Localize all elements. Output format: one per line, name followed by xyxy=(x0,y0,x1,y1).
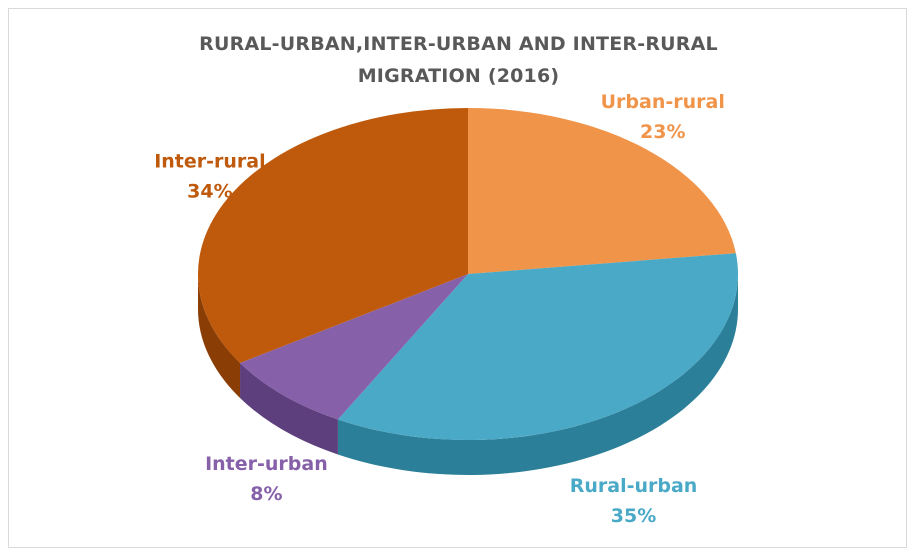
chart-title-line-1: RURAL-URBAN,INTER-URBAN AND INTER-RURAL xyxy=(199,33,718,55)
pie-slice-urban-rural xyxy=(468,108,736,274)
slice-label-name: Inter-urban xyxy=(205,453,328,475)
pie-slice-inter-rural xyxy=(198,107,468,363)
pie-slice-inter-urban xyxy=(240,274,468,420)
pie-side-4 xyxy=(198,274,241,398)
slice-label-value: 8% xyxy=(250,483,282,505)
slice-label-value: 34% xyxy=(187,181,232,203)
pie-slices xyxy=(198,107,738,441)
slice-label-value: 35% xyxy=(611,505,656,527)
pie-side-walls xyxy=(198,274,738,475)
pie-slice-rural-urban xyxy=(337,253,738,441)
slice-label-name: Inter-rural xyxy=(154,151,265,173)
slice-label-value: 23% xyxy=(640,121,685,143)
slice-label-name: Rural-urban xyxy=(570,475,698,497)
pie-side-2 xyxy=(337,274,738,475)
chart-title: RURAL-URBAN,INTER-URBAN AND INTER-RURAL … xyxy=(0,28,917,92)
chart-title-line-2: MIGRATION (2016) xyxy=(357,65,560,87)
pie-labels: Urban-rural 23% Rural-urban 35% Inter-urban 8… xyxy=(154,91,725,527)
pie-side-3 xyxy=(240,362,338,455)
slice-label-name: Urban-rural xyxy=(601,91,725,113)
